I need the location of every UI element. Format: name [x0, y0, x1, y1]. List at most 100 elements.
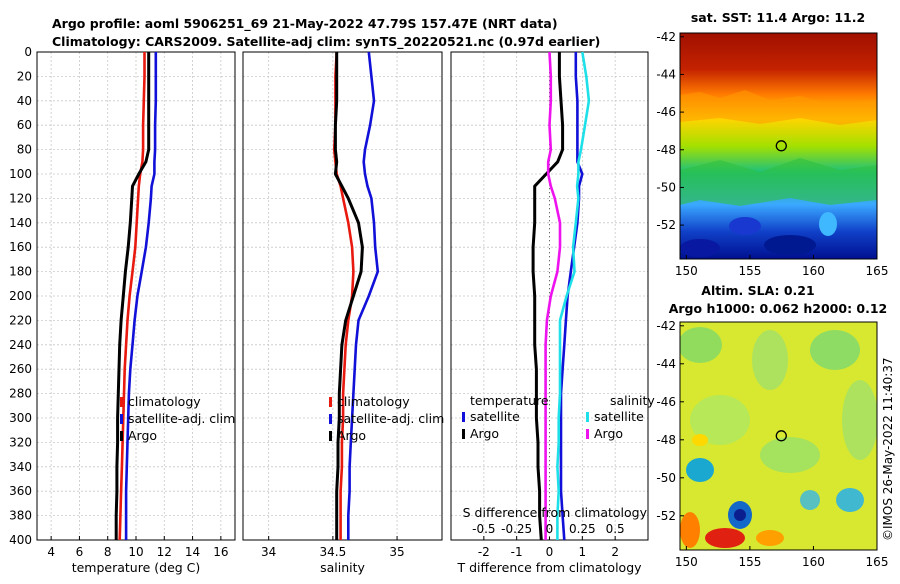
legend-swatch [586, 429, 589, 439]
map-x-tick-label: 155 [738, 555, 761, 569]
series-line-argo [114, 52, 151, 540]
legend-swatch [120, 431, 123, 441]
sla-blob [680, 327, 722, 363]
depth-tick-label: 160 [9, 240, 32, 254]
x-tick-label: 6 [76, 545, 84, 559]
s-axis-label: S difference from climatology [463, 505, 648, 520]
x-tick-label: -1 [511, 545, 523, 559]
sla-high [680, 512, 700, 548]
x-tick-label: 0 [546, 545, 554, 559]
series-line-t-argo [531, 52, 565, 541]
legend-label: satellite [594, 409, 644, 424]
legend-label: satellite [470, 409, 520, 424]
sla-blob [810, 330, 860, 370]
sla-map-title-2: Argo h1000: 0.062 h2000: 0.12 [669, 301, 888, 316]
x-tick-label: 1 [579, 545, 587, 559]
sla-blob [842, 380, 877, 460]
sst-warm-tongue [680, 90, 877, 125]
depth-tick-label: 0 [24, 45, 32, 59]
depth-tick-label: 300 [9, 411, 32, 425]
x-axis-label: T difference from climatology [456, 560, 642, 575]
x-tick-label: 10 [128, 545, 143, 559]
map-x-tick-label: 165 [866, 555, 889, 569]
map-x-tick-label: 160 [802, 264, 825, 278]
sst-cold-eddy-1 [729, 217, 761, 235]
x-tick-label: 34 [261, 545, 276, 559]
sla-blob [760, 437, 820, 473]
sla-low [800, 490, 820, 510]
sla-low [686, 458, 714, 482]
sst-green-band [680, 158, 877, 206]
legend-label: climatology [337, 394, 410, 409]
map-y-tick-label: -44 [656, 357, 676, 371]
map-y-tick-label: -46 [656, 105, 676, 119]
map-y-tick-label: -52 [656, 218, 676, 232]
s-tick-label: 0 [546, 522, 554, 536]
map-y-tick-label: -50 [656, 471, 676, 485]
s-tick-label: 0.25 [569, 522, 596, 536]
temperature-panel: 4 6 8 10 12 14 16 temperature (deg C) 0 20 40 60 80 1… [9, 45, 236, 575]
salinity-panel: 34 34.5 35 salinity climatology satellite-adj… [242, 51, 444, 575]
legend-title-temperature: temperature [470, 393, 549, 408]
series-line-satellite-adj-clim [124, 52, 158, 540]
depth-tick-label: 140 [9, 216, 32, 230]
series-line-s-argo [544, 51, 562, 540]
sla-low [836, 488, 864, 512]
depth-tick-label: 40 [17, 94, 32, 108]
depth-tick-label: 100 [9, 167, 32, 181]
legend-swatch [462, 412, 465, 422]
map-y-tick-label: -46 [656, 395, 676, 409]
sla-high [756, 530, 784, 546]
sst-cyan-eddy [819, 212, 837, 236]
x-tick-label: -2 [478, 545, 490, 559]
map-y-tick-label: -48 [656, 433, 676, 447]
map-x-tick-label: 165 [866, 264, 889, 278]
sla-blob [752, 330, 788, 390]
legend-label: Argo [594, 426, 623, 441]
sst-argo-marker [775, 140, 787, 152]
sla-high [692, 434, 708, 446]
legend-label: Argo [128, 428, 157, 443]
map-x-tick-label: 150 [675, 264, 698, 278]
sla-map [680, 322, 877, 550]
depth-tick-label: 180 [9, 265, 32, 279]
series-line-s-satellite [556, 51, 591, 540]
depth-tick-label: 60 [17, 118, 32, 132]
plot-frame [242, 51, 443, 541]
sst-map-title: sat. SST: 11.4 Argo: 11.2 [691, 10, 865, 25]
depth-tick-label: 80 [17, 143, 32, 157]
map-y-tick-label: -48 [656, 143, 676, 157]
sla-high [705, 528, 745, 548]
imos-stamp: ©IMOS 26-May-2022 11:40:37 [881, 357, 895, 541]
legend-swatch [586, 412, 589, 422]
depth-tick-label: 280 [9, 387, 32, 401]
depth-tick-label: 120 [9, 191, 32, 205]
sla-map-frame [679, 321, 878, 551]
legend-label: Argo [337, 428, 366, 443]
series-line-satellite-adj-clim [346, 51, 380, 540]
sst-map [680, 33, 877, 259]
title-line-2: Climatology: CARS2009. Satellite-adj cli… [52, 34, 600, 50]
map-y-tick-label: -42 [656, 319, 676, 333]
series-line-t-satellite [559, 52, 584, 541]
depth-tick-label: 320 [9, 435, 32, 449]
depth-tick-label: 380 [9, 509, 32, 523]
difference-panel: -2 -1 0 1 2T difference from climatology temp… [450, 51, 655, 575]
x-tick-label: 12 [157, 545, 172, 559]
map-y-tick-label: -44 [656, 67, 676, 81]
depth-tick-label: 400 [9, 533, 32, 547]
s-tick-label: -0.25 [501, 522, 532, 536]
map-y-tick-label: -50 [656, 180, 676, 194]
depth-tick-label: 200 [9, 289, 32, 303]
legend-swatch [329, 397, 332, 407]
map-x-tick-label: 150 [675, 555, 698, 569]
x-tick-label: 34.5 [320, 545, 347, 559]
depth-tick-label: 220 [9, 313, 32, 327]
legend-label: climatology [128, 394, 201, 409]
legend-label: Argo [470, 426, 499, 441]
x-tick-label: 14 [185, 545, 200, 559]
sla-low-core [734, 509, 746, 521]
depth-tick-label: 340 [9, 460, 32, 474]
legend-swatch [329, 431, 332, 441]
